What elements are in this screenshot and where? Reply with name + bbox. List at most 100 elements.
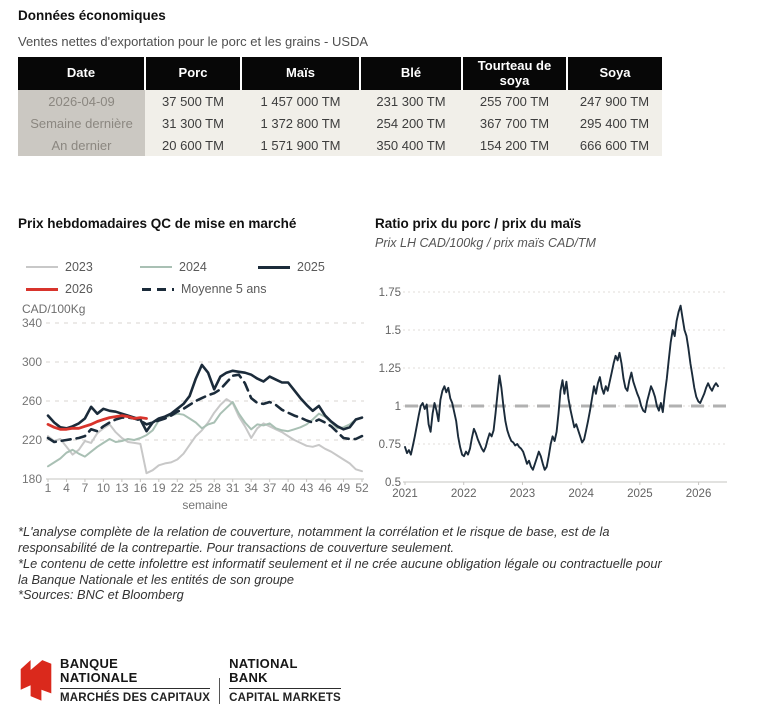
- logo-text-en: NATIONAL: [229, 656, 298, 671]
- svg-text:49: 49: [337, 481, 351, 495]
- footnotes: *L'analyse complète de la relation de co…: [18, 524, 670, 603]
- chart-legend-row: 2026 Moyenne 5 ans: [18, 282, 370, 302]
- table-row-label: 2026-04-09: [18, 90, 145, 112]
- svg-text:19: 19: [152, 481, 166, 495]
- table-cell: 231 300 TM: [360, 90, 462, 112]
- logo-subtext-en: CAPITAL MARKETS: [229, 692, 341, 704]
- ratio-chart: Ratio prix du porc / prix du maïs Prix L…: [375, 216, 759, 516]
- legend-item-2023: 2023: [26, 260, 93, 274]
- table-header-cell: Porc: [144, 57, 241, 90]
- svg-text:180: 180: [22, 472, 42, 486]
- svg-text:28: 28: [208, 481, 222, 495]
- logo-text-fr: NATIONALE: [60, 670, 138, 685]
- svg-text:43: 43: [300, 481, 314, 495]
- table-row: An dernier 20 600 TM 1 571 900 TM 350 40…: [18, 134, 662, 156]
- svg-text:2023: 2023: [510, 488, 536, 500]
- svg-text:1.5: 1.5: [385, 325, 401, 337]
- legend-item-2025: 2025: [258, 260, 325, 274]
- table-cell: 1 372 800 TM: [241, 112, 360, 134]
- svg-text:22: 22: [171, 481, 185, 495]
- legend-swatch-2023: [26, 266, 58, 268]
- table-cell: 20 600 TM: [145, 134, 241, 156]
- legend-label: 2026: [65, 282, 93, 296]
- svg-text:46: 46: [318, 481, 332, 495]
- right-chart-svg: 0.5 0.75 1 1.25 1.5 1.75 2021 2022 2023 2024 2025 2…: [379, 287, 727, 500]
- page-title: Données économiques: [18, 8, 166, 23]
- left-chart-title: Prix hebdomadaires QC de mise en marché: [18, 216, 297, 231]
- footnote: *Sources: BNC et Bloomberg: [18, 587, 184, 603]
- logo-text-fr: BANQUE: [60, 656, 119, 671]
- svg-text:260: 260: [22, 394, 42, 408]
- table-cell: 31 300 TM: [145, 112, 241, 134]
- svg-text:34: 34: [244, 481, 258, 495]
- chart-legend-row: 2023 2024 2025: [18, 260, 370, 280]
- logo-french-block: BANQUE NATIONALE MARCHÉS DES CAPITAUX: [60, 656, 211, 704]
- logo-rule: [229, 688, 341, 689]
- svg-text:52: 52: [355, 481, 369, 495]
- svg-text:31: 31: [226, 481, 240, 495]
- legend-item-2024: 2024: [140, 260, 207, 274]
- table-cell: 247 900 TM: [567, 90, 662, 112]
- table-header-cell: Blé: [359, 57, 462, 90]
- svg-text:340: 340: [22, 316, 42, 330]
- logo-subtext-fr: MARCHÉS DES CAPITAUX: [60, 692, 211, 704]
- table-header-cell: Tourteau de soya: [461, 57, 567, 90]
- svg-text:1: 1: [45, 481, 52, 495]
- logo-divider: [219, 678, 221, 704]
- footnote: *Le contenu de cette infolettre est info…: [18, 555, 662, 587]
- svg-text:10: 10: [97, 481, 111, 495]
- legend-label: 2024: [179, 260, 207, 274]
- table-cell: 350 400 TM: [360, 134, 462, 156]
- table-header-cell: Date: [18, 57, 145, 90]
- logo-rule: [60, 688, 211, 689]
- series-2026-line: [46, 414, 148, 431]
- table-row-label: Semaine dernière: [18, 112, 145, 134]
- svg-text:4: 4: [63, 481, 70, 495]
- table-header-cell: Soya: [566, 57, 662, 90]
- left-chart-svg: 180 220 260 300 340 1 4 7 10 13 16 19 22 25 28 31 34 37 40…: [22, 316, 369, 512]
- legend-swatch-2026: [26, 287, 58, 291]
- y-axis-unit-label: CAD/100Kg: [22, 302, 86, 316]
- right-chart-subtitle: Prix LH CAD/100kg / prix maïs CAD/TM: [375, 236, 596, 250]
- legend-swatch-2025: [258, 265, 290, 269]
- legend-item-moyenne: Moyenne 5 ans: [142, 282, 266, 296]
- table-cell: 1 571 900 TM: [241, 134, 360, 156]
- svg-text:2021: 2021: [392, 488, 418, 500]
- footnote: *L'analyse complète de la relation de co…: [18, 524, 610, 555]
- national-bank-flag-icon: [20, 660, 52, 701]
- table-row: 2026-04-09 37 500 TM 1 457 000 TM 231 30…: [18, 90, 662, 112]
- weekly-price-chart: Prix hebdomadaires QC de mise en marché …: [18, 216, 370, 526]
- legend-item-2026: 2026: [26, 282, 93, 296]
- right-chart-title: Ratio prix du porc / prix du maïs: [375, 216, 582, 231]
- svg-text:2022: 2022: [451, 488, 477, 500]
- logo-english-block: NATIONAL BANK CAPITAL MARKETS: [229, 657, 341, 704]
- table-row: Semaine dernière 31 300 TM 1 372 800 TM …: [18, 112, 662, 134]
- svg-text:13: 13: [115, 481, 129, 495]
- table-cell: 154 200 TM: [462, 134, 567, 156]
- svg-text:2025: 2025: [627, 488, 653, 500]
- svg-text:1.25: 1.25: [379, 363, 401, 375]
- series-2025-line: [46, 363, 364, 433]
- svg-text:25: 25: [189, 481, 203, 495]
- svg-text:37: 37: [263, 481, 277, 495]
- table-row-label: An dernier: [18, 134, 145, 156]
- table-cell: 666 600 TM: [567, 134, 662, 156]
- svg-text:1: 1: [395, 401, 401, 413]
- page-subtitle: Ventes nettes d'exportation pour le porc…: [18, 34, 369, 49]
- table-header-row: Date Porc Maïs Blé Tourteau de soya Soya: [18, 57, 662, 90]
- legend-label: Moyenne 5 ans: [181, 282, 267, 296]
- svg-text:40: 40: [281, 481, 295, 495]
- svg-text:16: 16: [134, 481, 148, 495]
- table-cell: 254 200 TM: [360, 112, 462, 134]
- table-header-cell: Maïs: [240, 57, 360, 90]
- svg-text:semaine: semaine: [182, 498, 228, 512]
- bank-logo: BANQUE NATIONALE MARCHÉS DES CAPITAUX NA…: [18, 654, 341, 704]
- table-cell: 1 457 000 TM: [241, 90, 360, 112]
- svg-text:0.75: 0.75: [379, 439, 401, 451]
- table-cell: 295 400 TM: [567, 112, 662, 134]
- export-sales-table: Date Porc Maïs Blé Tourteau de soya Soya…: [18, 57, 662, 156]
- svg-text:2024: 2024: [568, 488, 594, 500]
- legend-label: 2023: [65, 260, 93, 274]
- legend-swatch-moyenne: [142, 287, 174, 291]
